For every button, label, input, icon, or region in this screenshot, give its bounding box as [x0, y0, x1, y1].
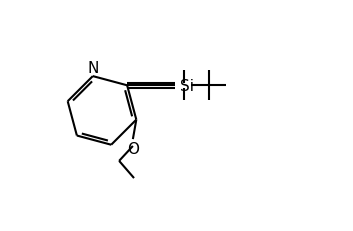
Text: O: O — [127, 142, 139, 157]
Text: N: N — [87, 61, 98, 76]
Text: Si: Si — [180, 79, 194, 93]
